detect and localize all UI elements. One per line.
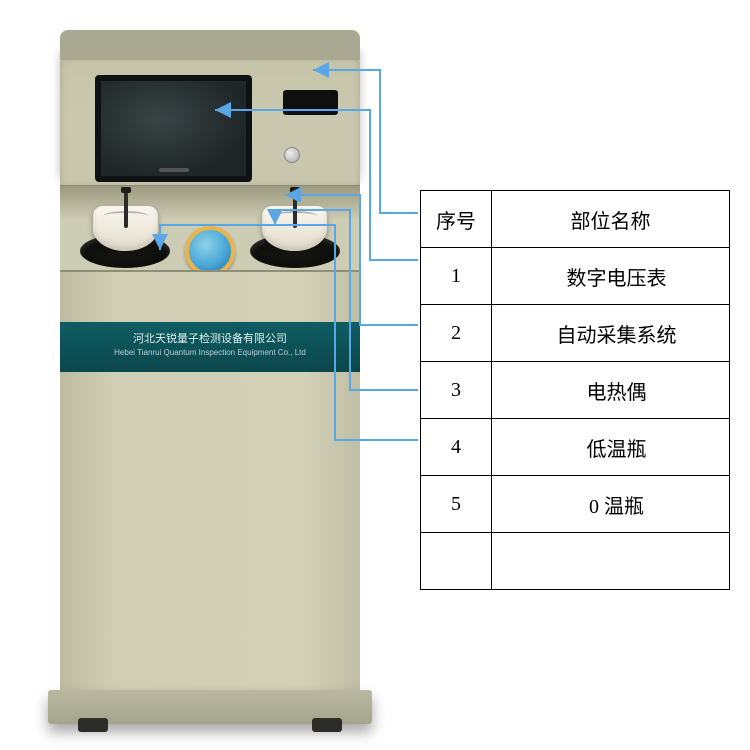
brand-strip: 河北天锐量子检测设备有限公司 Hebei Tianrui Quantum Ins… — [60, 322, 360, 372]
equipment-body: 河北天锐量子检测设备有限公司 Hebei Tianrui Quantum Ins… — [60, 270, 360, 692]
cell-name: 电热偶 — [492, 362, 730, 419]
brand-badge — [185, 226, 235, 276]
thermocouple-probe-left — [124, 190, 128, 228]
header-index: 序号 — [421, 191, 492, 248]
header-name: 部位名称 — [492, 191, 730, 248]
table-row: 3 电热偶 — [421, 362, 730, 419]
flask-zero-temp — [93, 206, 158, 251]
cell-index: 3 — [421, 362, 492, 419]
bath-shelf — [60, 185, 360, 271]
flask-low-temp — [262, 206, 327, 251]
diagram-container: 河北天锐量子检测设备有限公司 Hebei Tianrui Quantum Ins… — [0, 0, 750, 750]
touchscreen — [95, 75, 252, 182]
cell-name: 自动采集系统 — [492, 305, 730, 362]
table-row: 1 数字电压表 — [421, 248, 730, 305]
cell-name: 低温瓶 — [492, 419, 730, 476]
cell-name: 数字电压表 — [492, 248, 730, 305]
table-header-row: 序号 部位名称 — [421, 191, 730, 248]
table-row: 4 低温瓶 — [421, 419, 730, 476]
cell-index: 2 — [421, 305, 492, 362]
control-panel — [60, 55, 360, 185]
foot-left — [78, 718, 108, 732]
equipment-plinth — [48, 690, 372, 724]
thermocouple-probe-right — [293, 190, 297, 228]
brand-text-cn: 河北天锐量子检测设备有限公司 — [133, 333, 287, 345]
table-row: 5 0 温瓶 — [421, 476, 730, 533]
digital-voltmeter — [283, 90, 338, 115]
cell-index: 1 — [421, 248, 492, 305]
table-row-empty — [421, 533, 730, 590]
cell-index: 5 — [421, 476, 492, 533]
cell-empty — [421, 533, 492, 590]
control-knob — [284, 147, 300, 163]
legend-table: 序号 部位名称 1 数字电压表 2 自动采集系统 3 电热偶 4 低温瓶 5 — [420, 190, 730, 590]
cell-name: 0 温瓶 — [492, 476, 730, 533]
cell-empty — [492, 533, 730, 590]
equipment-illustration: 河北天锐量子检测设备有限公司 Hebei Tianrui Quantum Ins… — [60, 30, 360, 730]
foot-right — [312, 718, 342, 732]
cell-index: 4 — [421, 419, 492, 476]
table-row: 2 自动采集系统 — [421, 305, 730, 362]
brand-text-en: Hebei Tianrui Quantum Inspection Equipme… — [60, 347, 360, 358]
